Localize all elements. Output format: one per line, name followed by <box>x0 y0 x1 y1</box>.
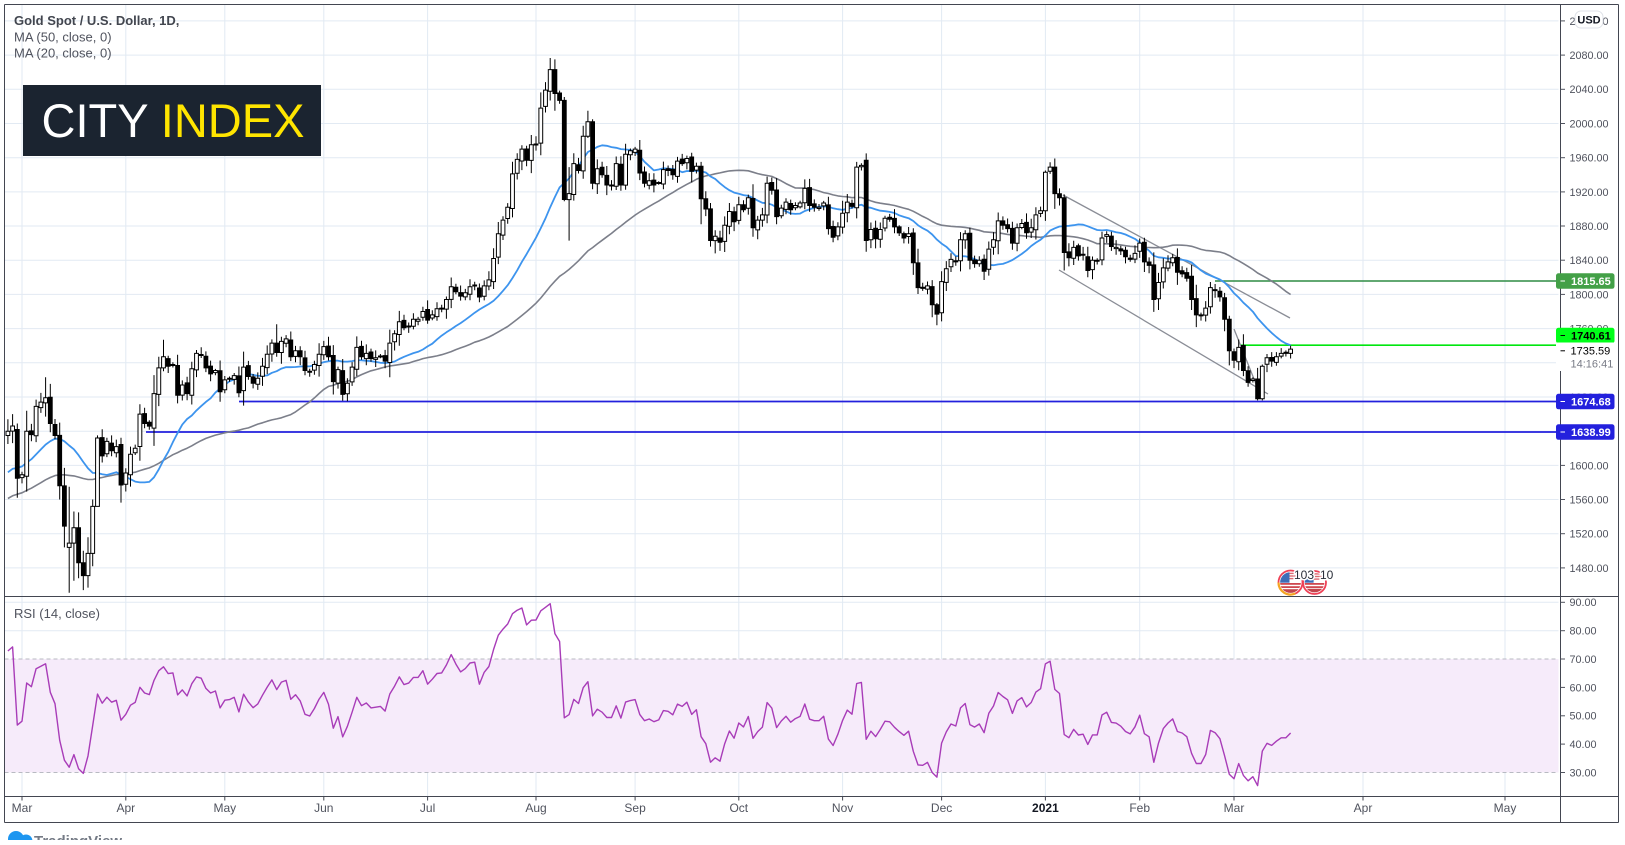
svg-text:1740.61: 1740.61 <box>1571 331 1611 343</box>
svg-text:1880.00: 1880.00 <box>1570 221 1609 233</box>
svg-text:2080.00: 2080.00 <box>1570 50 1609 62</box>
svg-text:Apr: Apr <box>1354 801 1373 815</box>
svg-text:1674.68: 1674.68 <box>1571 397 1611 409</box>
svg-text:Dec: Dec <box>931 801 952 815</box>
svg-text:1600.00: 1600.00 <box>1570 460 1609 472</box>
svg-text:1638.99: 1638.99 <box>1571 427 1611 439</box>
svg-text:MA (20, close, 0): MA (20, close, 0) <box>14 46 112 61</box>
svg-text:50.00: 50.00 <box>1570 711 1597 723</box>
svg-text:Nov: Nov <box>832 801 853 815</box>
svg-text:70.00: 70.00 <box>1570 654 1597 666</box>
svg-text:May: May <box>213 801 236 815</box>
svg-text:30.00: 30.00 <box>1570 767 1597 779</box>
svg-text:2021: 2021 <box>1032 801 1059 815</box>
svg-text:60.00: 60.00 <box>1570 682 1597 694</box>
svg-text:Oct: Oct <box>729 801 748 815</box>
svg-text:Apr: Apr <box>116 801 135 815</box>
svg-text:2040.00: 2040.00 <box>1570 84 1609 96</box>
svg-text:1960.00: 1960.00 <box>1570 153 1609 165</box>
svg-text:1520.00: 1520.00 <box>1570 529 1609 541</box>
svg-text:MA (50, close, 0): MA (50, close, 0) <box>14 30 112 45</box>
svg-text:14:16:41: 14:16:41 <box>1571 359 1614 371</box>
svg-text:40.00: 40.00 <box>1570 739 1597 751</box>
svg-text:May: May <box>1494 801 1517 815</box>
svg-text:Jun: Jun <box>314 801 333 815</box>
svg-text:10: 10 <box>1320 568 1334 582</box>
svg-text:1840.00: 1840.00 <box>1570 255 1609 267</box>
svg-text:Jul: Jul <box>420 801 435 815</box>
svg-text:CITY INDEX: CITY INDEX <box>42 94 305 147</box>
svg-text:Mar: Mar <box>12 801 33 815</box>
svg-text:RSI (14, close): RSI (14, close) <box>14 606 100 621</box>
svg-text:Feb: Feb <box>1129 801 1150 815</box>
svg-text:TradingView: TradingView <box>34 833 122 840</box>
svg-text:90.00: 90.00 <box>1570 597 1597 609</box>
svg-text:Aug: Aug <box>525 801 546 815</box>
svg-text:1735.59: 1735.59 <box>1571 346 1611 358</box>
svg-text:USD: USD <box>1577 15 1600 27</box>
svg-text:1480.00: 1480.00 <box>1570 563 1609 575</box>
svg-text:2000.00: 2000.00 <box>1570 118 1609 130</box>
svg-text:1800.00: 1800.00 <box>1570 289 1609 301</box>
svg-text:80.00: 80.00 <box>1570 626 1597 638</box>
svg-text:Gold Spot / U.S. Dollar, 1D,: Gold Spot / U.S. Dollar, 1D, <box>14 13 179 28</box>
svg-text:1815.65: 1815.65 <box>1571 276 1611 288</box>
svg-text:Sep: Sep <box>624 801 646 815</box>
svg-text:1560.00: 1560.00 <box>1570 494 1609 506</box>
svg-text:1920.00: 1920.00 <box>1570 187 1609 199</box>
svg-text:Mar: Mar <box>1224 801 1245 815</box>
svg-text:103: 103 <box>1294 568 1314 582</box>
